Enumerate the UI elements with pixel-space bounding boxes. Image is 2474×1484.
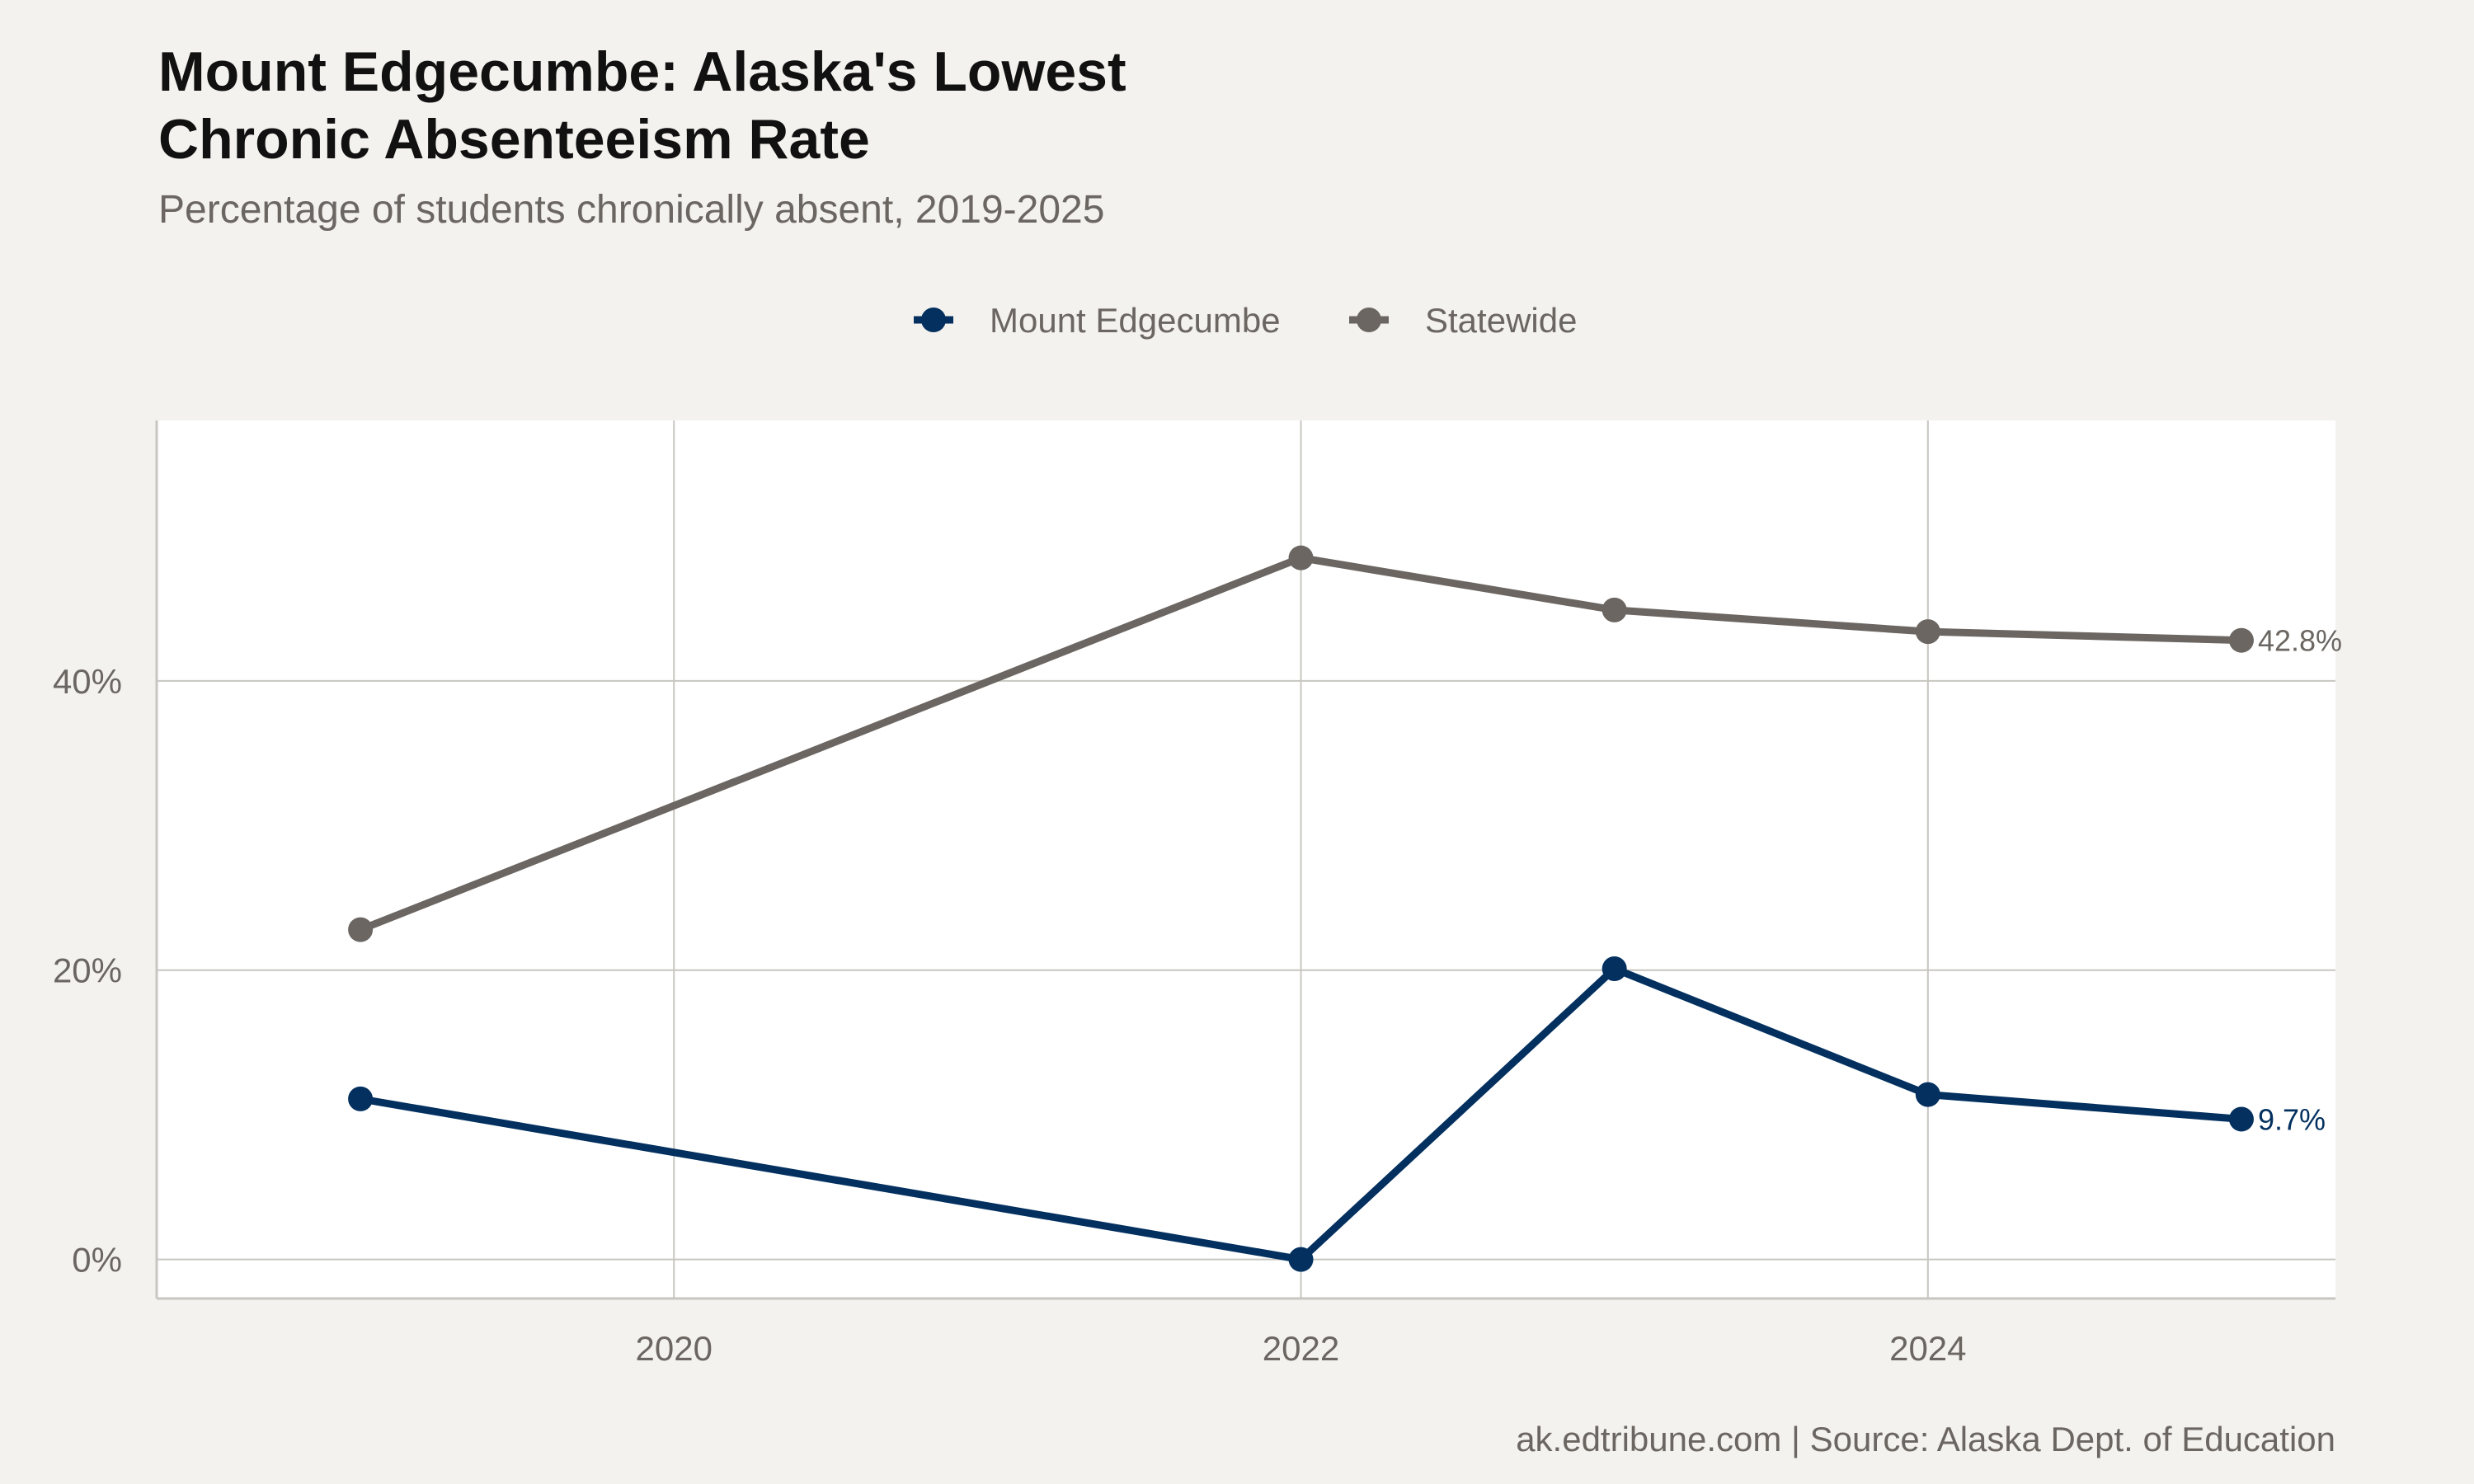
chart-subtitle: Percentage of students chronically absen… (158, 188, 1104, 232)
series-0: 9.7% (348, 956, 2326, 1272)
chart-caption: ak.edtribune.com | Source: Alaska Dept. … (1516, 1420, 2335, 1458)
series-layer: 42.8% 9.7% (348, 545, 2342, 1272)
data-point-0-3 (1915, 1082, 1940, 1107)
data-point-0-2 (1602, 956, 1627, 981)
plot-panel (157, 420, 2335, 1298)
x-tick-label-0: 2020 (636, 1329, 713, 1368)
series-1: 42.8% (348, 545, 2342, 942)
legend-key-point-1 (1357, 308, 1381, 332)
y-tick-label-1: 20% (53, 951, 122, 990)
data-point-1-0 (348, 917, 374, 942)
data-point-0-4 (2228, 1106, 2254, 1132)
data-point-1-1 (1288, 545, 1314, 571)
end-label-0: 9.7% (2258, 1102, 2326, 1136)
end-label-1: 42.8% (2258, 624, 2342, 658)
data-point-1-4 (2228, 627, 2254, 653)
data-point-1-3 (1915, 619, 1940, 645)
data-point-1-2 (1602, 597, 1627, 622)
legend-label-0: Mount Edgecumbe (990, 301, 1281, 340)
data-point-0-0 (348, 1086, 374, 1111)
x-tick-label-1: 2022 (1263, 1329, 1339, 1368)
y-tick-label-0: 0% (72, 1241, 122, 1280)
data-point-0-1 (1288, 1247, 1314, 1272)
legend-item-1: Statewide (1349, 301, 1577, 340)
chart-title-line-1: Mount Edgecumbe: Alaska's Lowest (158, 40, 1126, 103)
legend-key-point-0 (921, 308, 946, 332)
y-tick-label-2: 40% (53, 662, 122, 701)
tick-labels: 0% 20% 40% 2020 2022 2024 (53, 662, 1967, 1368)
chart-title-line-2: Chronic Absenteeism Rate (158, 108, 870, 171)
x-tick-label-2: 2024 (1889, 1329, 1966, 1368)
legend-item-0: Mount Edgecumbe (914, 301, 1281, 340)
legend: Mount Edgecumbe Statewide (914, 301, 1577, 340)
legend-label-1: Statewide (1425, 301, 1577, 340)
